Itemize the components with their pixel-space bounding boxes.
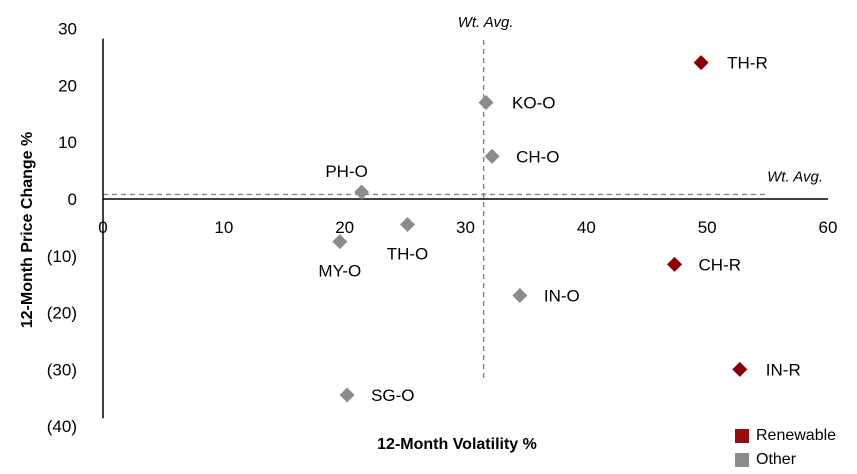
reference-lines bbox=[103, 40, 768, 382]
point-label-my-o: MY-O bbox=[318, 262, 361, 281]
legend-item-renewable: Renewable bbox=[735, 424, 836, 448]
y-tick-label: (40) bbox=[47, 417, 77, 436]
point-label-in-o: IN-O bbox=[544, 287, 580, 306]
point-label-th-r: TH-R bbox=[727, 54, 768, 73]
x-tick-label: 20 bbox=[335, 218, 354, 237]
data-points bbox=[332, 55, 748, 403]
data-point-in-o bbox=[512, 288, 528, 304]
data-point-th-r bbox=[693, 55, 709, 71]
x-tick-label: 60 bbox=[819, 218, 838, 237]
legend-label-renewable: Renewable bbox=[756, 427, 837, 444]
y-tick-labels: 30 20 10 0 (10) (20) (30) (40) bbox=[47, 20, 77, 437]
point-label-in-r: IN-R bbox=[766, 360, 801, 379]
x-tick-label: 0 bbox=[98, 218, 107, 237]
wt-avg-horizontal-label: Wt. Avg. bbox=[767, 168, 823, 185]
data-point-in-r bbox=[732, 361, 748, 377]
y-tick-label: (30) bbox=[47, 360, 77, 379]
y-axis-title: 12-Month Price Change % bbox=[19, 132, 36, 328]
data-point-th-o bbox=[400, 217, 415, 233]
legend-swatch-renewable bbox=[735, 429, 749, 443]
wt-avg-vertical-label: Wt. Avg. bbox=[458, 14, 514, 31]
legend: Renewable Other bbox=[735, 424, 836, 472]
y-tick-label: (20) bbox=[47, 304, 77, 323]
legend-swatch-other bbox=[735, 453, 749, 467]
x-tick-label: 10 bbox=[214, 218, 233, 237]
legend-label-other: Other bbox=[756, 451, 797, 468]
y-tick-label: 30 bbox=[58, 20, 77, 39]
y-tick-label: 10 bbox=[58, 133, 77, 152]
x-tick-labels: 0 10 20 30 40 50 60 bbox=[98, 218, 837, 237]
data-point-ph-o bbox=[354, 184, 370, 200]
data-point-ch-o bbox=[484, 148, 500, 164]
x-tick-label: 40 bbox=[577, 218, 596, 237]
x-axis-title: 12-Month Volatility % bbox=[377, 436, 537, 453]
data-point-sg-o bbox=[339, 387, 355, 403]
data-point-ko-o bbox=[478, 94, 494, 110]
y-tick-label: 0 bbox=[68, 190, 77, 209]
point-label-ch-o: CH-O bbox=[516, 147, 559, 166]
point-label-sg-o: SG-O bbox=[371, 386, 414, 405]
point-label-th-o: TH-O bbox=[387, 245, 429, 264]
data-point-ch-r bbox=[667, 256, 683, 272]
y-tick-label: 20 bbox=[58, 76, 77, 95]
y-tick-label: (10) bbox=[47, 247, 77, 266]
point-label-ko-o: KO-O bbox=[512, 93, 555, 112]
point-label-ch-r: CH-R bbox=[699, 255, 742, 274]
legend-item-other: Other bbox=[735, 448, 836, 472]
x-tick-label: 50 bbox=[698, 218, 717, 237]
x-tick-label: 30 bbox=[456, 218, 475, 237]
data-point-my-o bbox=[332, 234, 348, 250]
point-labels: TH-R CH-R IN-R KO-O CH-O PH-O TH-O MY-O IN-O SG-O bbox=[318, 54, 800, 405]
point-label-ph-o: PH-O bbox=[325, 162, 368, 181]
axes bbox=[102, 38, 828, 419]
